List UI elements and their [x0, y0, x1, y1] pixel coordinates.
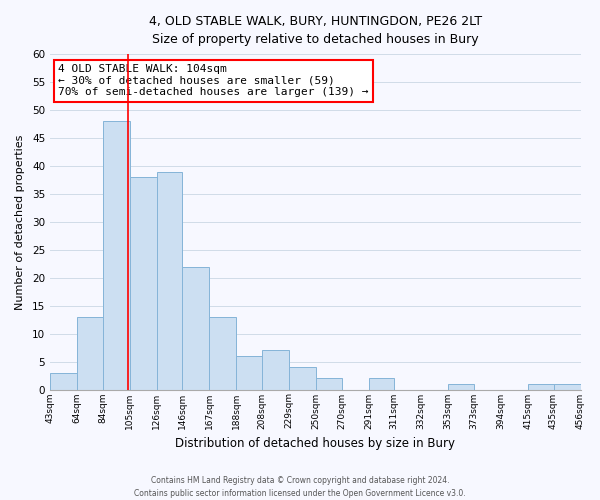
X-axis label: Distribution of detached houses by size in Bury: Distribution of detached houses by size … [175, 437, 455, 450]
Title: 4, OLD STABLE WALK, BURY, HUNTINGDON, PE26 2LT
Size of property relative to deta: 4, OLD STABLE WALK, BURY, HUNTINGDON, PE… [149, 15, 482, 46]
Bar [103, 121, 130, 390]
Bar [528, 384, 554, 390]
Bar [368, 378, 394, 390]
Bar [209, 317, 236, 390]
Bar [50, 372, 77, 390]
Bar [77, 317, 103, 390]
Bar [554, 384, 581, 390]
Bar [130, 177, 157, 390]
Text: Contains HM Land Registry data © Crown copyright and database right 2024.
Contai: Contains HM Land Registry data © Crown c… [134, 476, 466, 498]
Bar [448, 384, 474, 390]
Bar [182, 266, 209, 390]
Bar [262, 350, 289, 390]
Bar [157, 172, 182, 390]
Bar [316, 378, 341, 390]
Bar [289, 367, 316, 390]
Bar [236, 356, 262, 390]
Y-axis label: Number of detached properties: Number of detached properties [15, 134, 25, 310]
Text: 4 OLD STABLE WALK: 104sqm
← 30% of detached houses are smaller (59)
70% of semi-: 4 OLD STABLE WALK: 104sqm ← 30% of detac… [58, 64, 368, 98]
